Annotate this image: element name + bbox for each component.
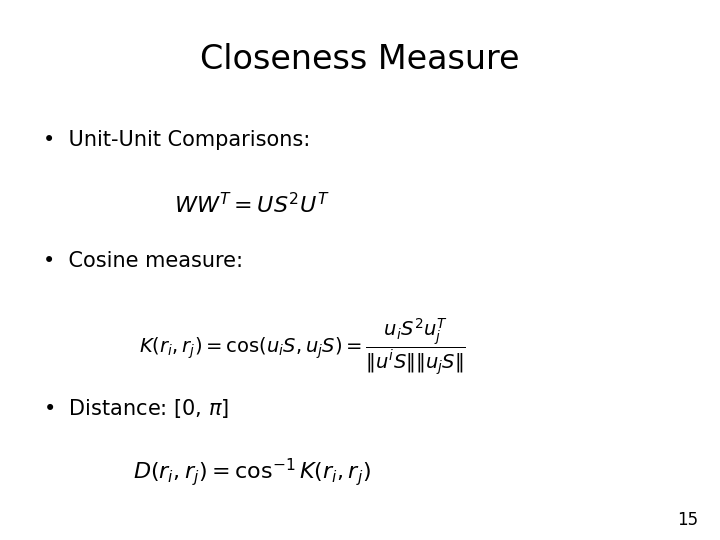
Text: •  Unit-Unit Comparisons:: • Unit-Unit Comparisons: <box>43 130 310 150</box>
Text: $K(r_i, r_j) = \cos(u_i S, u_j S) = \dfrac{u_i S^2 u_j^T}{\|u^i S\|\|u_j S\|}$: $K(r_i, r_j) = \cos(u_i S, u_j S) = \dfr… <box>139 316 466 377</box>
Text: $WW^T = US^2U^T$: $WW^T = US^2U^T$ <box>174 192 330 217</box>
Text: 15: 15 <box>678 511 698 529</box>
Text: •  Cosine measure:: • Cosine measure: <box>43 251 243 271</box>
Text: Closeness Measure: Closeness Measure <box>200 43 520 76</box>
Text: •  Distance: [0, $\pi$]: • Distance: [0, $\pi$] <box>43 397 230 420</box>
Text: $D(r_i, r_j) = \cos^{-1} K(r_i, r_j)$: $D(r_i, r_j) = \cos^{-1} K(r_i, r_j)$ <box>133 456 371 488</box>
